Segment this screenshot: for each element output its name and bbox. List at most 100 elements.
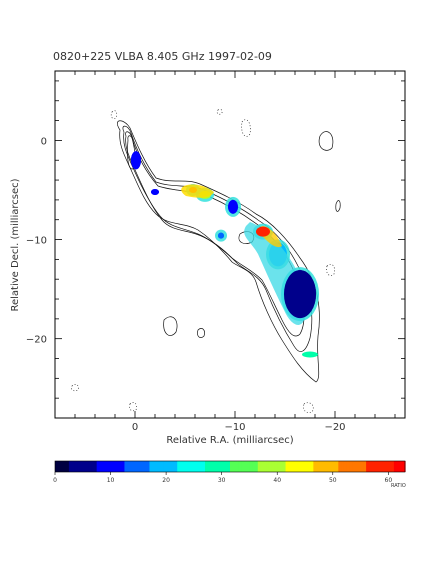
- colorbar-swatch: [391, 461, 395, 472]
- colorbar-swatch: [260, 461, 264, 472]
- colorbar-swatch: [118, 461, 123, 472]
- colorbar-swatch: [199, 461, 203, 472]
- colorbar-swatch: [224, 461, 228, 472]
- colorbar-swatch: [399, 461, 403, 472]
- colorbar-swatch: [91, 461, 95, 472]
- colorbar-swatch: [124, 461, 128, 472]
- colorbar-swatch: [243, 461, 248, 472]
- colorbar-swatch: [116, 461, 120, 472]
- colorbar-swatch: [168, 461, 173, 472]
- colorbar-swatch: [332, 461, 337, 472]
- x-tick-label: −20: [324, 422, 345, 433]
- colorbar-swatch: [185, 461, 189, 472]
- colorbar-swatch: [296, 461, 301, 472]
- colorbar-swatch: [268, 461, 273, 472]
- colorbar-tick-label: 60: [385, 477, 393, 484]
- ratio-map-group: [131, 151, 319, 358]
- colorbar-tick-label: 10: [107, 477, 115, 484]
- colorbar-swatch: [68, 461, 73, 472]
- colorbar-swatch: [377, 461, 381, 472]
- contour-island: [335, 200, 341, 212]
- colorbar-swatch: [180, 461, 184, 472]
- colorbar-tick-label: 30: [218, 477, 226, 484]
- contour-group: [71, 109, 341, 413]
- colorbar-swatch: [249, 461, 253, 472]
- ratio-region-top-knot-e: [218, 232, 224, 239]
- colorbar-swatch: [238, 461, 242, 472]
- colorbar-swatch: [166, 461, 170, 472]
- colorbar-swatch: [266, 461, 270, 472]
- x-tick-label: 0: [132, 422, 138, 433]
- colorbar-swatch: [252, 461, 256, 472]
- colorbar-swatch: [263, 461, 267, 472]
- colorbar-swatch: [285, 461, 289, 472]
- colorbar-swatch: [227, 461, 231, 472]
- colorbar-swatch: [216, 461, 220, 472]
- colorbar-swatch: [327, 461, 331, 472]
- colorbar-tick-label: 50: [329, 477, 337, 484]
- colorbar-swatch: [302, 461, 306, 472]
- colorbar-swatch: [338, 461, 342, 472]
- contour-line: [122, 125, 313, 352]
- colorbar-swatch: [299, 461, 303, 472]
- colorbar-swatch: [355, 461, 359, 472]
- negative-contour: [303, 402, 314, 413]
- colorbar-swatch: [85, 461, 89, 472]
- y-tick-label: −10: [26, 236, 47, 247]
- colorbar-swatch: [88, 461, 92, 472]
- colorbar-tick-label: 0: [53, 477, 57, 484]
- colorbar-swatch: [77, 461, 81, 472]
- colorbar-tick-label: 40: [273, 477, 281, 484]
- colorbar-swatch: [282, 461, 287, 472]
- colorbar-swatch: [349, 461, 353, 472]
- colorbar-swatch: [143, 461, 148, 472]
- colorbar-swatch: [157, 461, 162, 472]
- ratio-region-top-knot-h: [284, 270, 316, 319]
- colorbar-swatch: [132, 461, 137, 472]
- colorbar-swatch: [388, 461, 392, 472]
- x-axis-label: Relative R.A. (milliarcsec): [166, 435, 293, 446]
- colorbar-swatch: [360, 461, 364, 472]
- colorbar-swatch: [305, 461, 309, 472]
- colorbar-swatch: [257, 461, 262, 472]
- colorbar: 0 10 20 30 40 50 60: [53, 460, 406, 484]
- colorbar-swatch: [146, 461, 151, 472]
- colorbar-swatch: [374, 461, 378, 472]
- colorbar-swatch: [141, 461, 145, 472]
- chart-title: 0820+225 VLBA 8.405 GHz 1997-02-09: [53, 50, 272, 63]
- colorbar-swatch: [271, 461, 276, 472]
- y-tick-label: −20: [26, 335, 47, 346]
- colorbar-swatch: [177, 461, 181, 472]
- colorbar-swatch: [343, 461, 348, 472]
- colorbar-swatch: [380, 461, 384, 472]
- ratio-band-yellow: [181, 184, 214, 198]
- colorbar-swatch: [402, 461, 406, 472]
- colorbar-swatch: [96, 461, 101, 472]
- contour-island: [163, 316, 178, 336]
- colorbar-swatch: [307, 461, 312, 472]
- y-tick-label: 0: [41, 136, 47, 147]
- colorbar-swatch: [93, 461, 98, 472]
- colorbar-swatch: [230, 461, 234, 472]
- colorbar-swatch: [110, 461, 114, 472]
- negative-contour: [129, 402, 137, 412]
- colorbar-swatch: [82, 461, 87, 472]
- colorbar-swatch: [135, 461, 139, 472]
- contour-island: [197, 328, 205, 338]
- plot-frame: [54, 70, 406, 419]
- x-tick-label: −10: [224, 422, 245, 433]
- colorbar-label: RATIO: [391, 483, 406, 489]
- colorbar-swatch: [221, 461, 226, 472]
- colorbar-swatch: [174, 461, 178, 472]
- colorbar-swatch: [160, 461, 164, 472]
- contour-island: [318, 131, 334, 151]
- colorbar-swatch: [235, 461, 239, 472]
- colorbar-swatch: [213, 461, 217, 472]
- colorbar-swatch: [291, 461, 295, 472]
- colorbar-swatch: [99, 461, 103, 472]
- colorbar-swatch: [207, 461, 212, 472]
- colorbar-swatch: [371, 461, 376, 472]
- colorbar-swatch: [80, 461, 84, 472]
- colorbar-swatch: [335, 461, 339, 472]
- colorbar-swatch: [196, 461, 201, 472]
